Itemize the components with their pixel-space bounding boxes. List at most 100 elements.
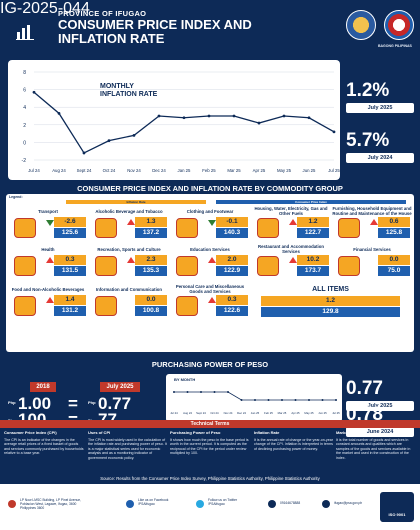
cpi-value: 122.7 [297, 228, 329, 238]
ppp-x-tick-label: May 25 [304, 411, 314, 415]
commodity-name: ALL ITEMS [312, 285, 349, 293]
y-tick-label: 2 [23, 123, 26, 129]
x-tick-label: Nov 24 [127, 168, 141, 173]
kpi-current-label: July 2025 [346, 103, 414, 113]
commodity-card: Education Services 2.0 122.9 [170, 244, 250, 278]
laptop-icon [95, 296, 117, 316]
ppp-x-tick-label: Dec 24 [237, 411, 246, 415]
commodity-card: Restaurant and Accommodation Services 10.… [251, 244, 331, 278]
commodity-card: Health 0.3 131.5 [8, 244, 88, 278]
term-body: It is the annual rate of change or the y… [254, 438, 333, 451]
ppp-x-tick-label: Jul 25 [332, 411, 340, 415]
ppp-x-tick-label: Jan 25 [251, 411, 260, 415]
ppp-point [335, 399, 337, 401]
arrow-up-icon [127, 257, 135, 263]
legend-inflation: Inflation Rate [66, 200, 206, 204]
ppp-point [227, 391, 229, 393]
ppp-point [321, 399, 324, 401]
car-icon [14, 218, 36, 238]
cpi-value: 75.0 [378, 266, 410, 276]
ppp-chart: BY MONTH Jul 24 Aug 24 Sept 24 Oct 24 Nov 24… [166, 374, 342, 422]
inflation-value: 0.0 [135, 295, 167, 305]
ppp-kpi-previous: 0.78 June 2024 [346, 398, 416, 437]
ppp-point [240, 399, 243, 401]
inflation-value: 2.0 [216, 255, 248, 265]
commodity-name: Personal Care and Miscellaneous Goods an… [175, 284, 245, 294]
x-tick-label: Feb 25 [202, 168, 216, 173]
ppp-point [267, 399, 270, 401]
bagong-pilipinas-seal-icon [384, 10, 414, 40]
arrow-up-icon [127, 219, 135, 225]
arrow-down-icon [208, 220, 216, 226]
commodity-name: Transport [38, 208, 58, 214]
email-icon [322, 500, 330, 508]
commodity-name: Housing, Water, Electricity, Gas and Oth… [254, 206, 328, 216]
kpi-previous-label: July 2024 [346, 153, 414, 163]
ppp-x-tick-label: Mar 25 [278, 411, 287, 415]
arrow-up-icon [289, 257, 297, 263]
location-icon [8, 500, 16, 508]
ppp-kpi-current-value: 0.77 [346, 378, 383, 399]
inflation-value: -0.1 [216, 217, 248, 227]
ppp-x-tick-label: Apr 25 [291, 411, 300, 415]
term-body: The CPI is an indicator of the changes i… [4, 438, 84, 456]
commodity-name: Furnishing, Household Equipment and Rout… [332, 206, 412, 216]
cpi-value: 131.2 [54, 306, 86, 316]
ppp-point [200, 391, 202, 393]
cpi-value: 125.8 [378, 228, 410, 238]
term-head: Inflation Rate [254, 430, 280, 435]
term-head: Uses of CPI [88, 430, 111, 435]
twitter-icon[interactable] [196, 500, 204, 508]
footer-address: LP Now LMSC Building, LP Pinel Avenue, P… [20, 498, 82, 510]
term-head: Consumer Price Index (CPI) [4, 430, 57, 435]
inflation-chart: MONTHLY INFLATION RATE 8 6 4 2 0 -2 Jul 24 Aug… [8, 60, 340, 180]
inflation-value: 1.4 [54, 295, 86, 305]
footer-twitter[interactable]: Follow us on Twitter /PSAIfugao [208, 498, 238, 506]
commodity-name: Information and Communication [95, 286, 163, 292]
ppp-kpi-previous-value: 0.78 [346, 404, 383, 425]
inflation-point [32, 90, 36, 94]
term-head: Purchasing Power of Peso [170, 430, 221, 435]
term-head: Market Basket [336, 430, 364, 435]
bar-chart-icon [16, 25, 34, 40]
footer-email[interactable]: ifugao@psa.gov.ph [334, 501, 363, 505]
ppp-kpi-previous-label: June 2024 [346, 427, 414, 437]
shirt-icon [176, 218, 198, 238]
commodity-name: Clothing and Footwear [186, 208, 234, 214]
inflation-point [157, 114, 161, 118]
commodity-name: Food and Non-Alcoholic Beverages [11, 286, 85, 292]
inflation-point [182, 116, 186, 120]
ppp-eq-2: = [68, 410, 78, 430]
commodity-card: Information and Communication 0.0 100.8 [89, 284, 169, 318]
inflation-point [57, 111, 61, 115]
ppp-x-tick-label: Nov 24 [224, 411, 233, 415]
facebook-icon[interactable] [126, 500, 134, 508]
ppp-chart-title: BY MONTH [174, 377, 195, 382]
ppp-x-tick-label: Jul 24 [170, 411, 178, 415]
arrow-up-icon [289, 219, 297, 225]
ppp-line1-left: 1.00 [18, 394, 52, 413]
chart-title-line2: INFLATION RATE [100, 91, 158, 98]
term-body: It is the total number of goods and serv… [336, 438, 411, 460]
x-tick-label: May 25 [277, 168, 292, 173]
footer-facebook[interactable]: Like us on Facebook /PSAIfugao [138, 498, 169, 506]
ppp-point [294, 399, 297, 401]
page-title-line2: INFLATION RATE [58, 31, 165, 46]
x-tick-label: Jul 25 [328, 168, 340, 173]
ppp-point [254, 399, 256, 401]
footer-phone: 09164678888 [280, 501, 301, 505]
inflation-value: 0.6 [378, 217, 410, 227]
commodity-section-title: CONSUMER PRICE INDEX AND INFLATION RATE … [77, 184, 343, 193]
inflation-point [107, 139, 111, 143]
x-tick-label: Jun 25 [303, 168, 317, 173]
ppp-x-tick-label: Sept 24 [196, 411, 206, 415]
province-label: PROVINCE OF IFUGAO [58, 9, 147, 18]
commodity-grid: Legend: Inflation Rate Consumer Price In… [6, 194, 414, 352]
chart-title-line1: MONTHLY [100, 83, 134, 90]
x-tick-label: Sept 24 [77, 168, 92, 173]
kpi-current: 1.2% July 2025 [346, 80, 416, 113]
psa-seal-icon [346, 10, 376, 40]
ppp-series-line [174, 391, 336, 401]
term-basket: Market Basket It is the total number of … [336, 430, 416, 460]
term-body: The CPI is most widely used in the calcu… [88, 438, 167, 460]
